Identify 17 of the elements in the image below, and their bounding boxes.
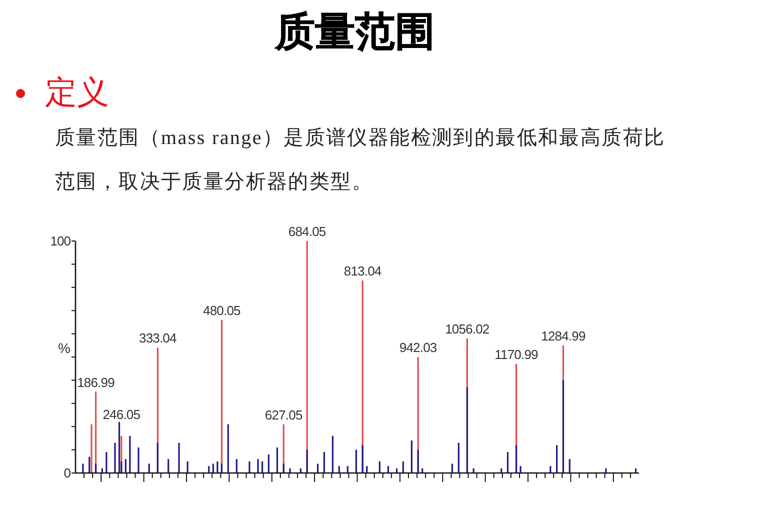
- x-tick-label: 186.99: [77, 374, 114, 390]
- y-tick-label: 100: [50, 234, 71, 248]
- y-axis-title: %: [58, 340, 70, 356]
- x-tick-label: 1056.02: [445, 321, 490, 336]
- x-tick-label: 684.05: [288, 224, 326, 239]
- x-tick-label: 333.04: [139, 330, 176, 346]
- subtitle: 定义: [45, 72, 109, 112]
- x-tick-label: 1284.99: [541, 328, 586, 344]
- x-tick-label: 813.04: [344, 263, 382, 278]
- x-tick-label: 480.05: [203, 302, 240, 318]
- annotation: 质量范围（mass range）是质谱仪器能检测到的最低和最高质荷比范围，取决于质量分析器的类型。: [55, 126, 666, 195]
- x-tick-label: 942.03: [399, 340, 437, 355]
- x-tick-label: 627.05: [264, 407, 302, 422]
- y-tick-label: 0: [64, 466, 71, 480]
- chart-title: 质量范围: [274, 8, 436, 56]
- x-tick-label: 1170.99: [494, 346, 538, 362]
- x-tick-label: 246.05: [102, 406, 140, 422]
